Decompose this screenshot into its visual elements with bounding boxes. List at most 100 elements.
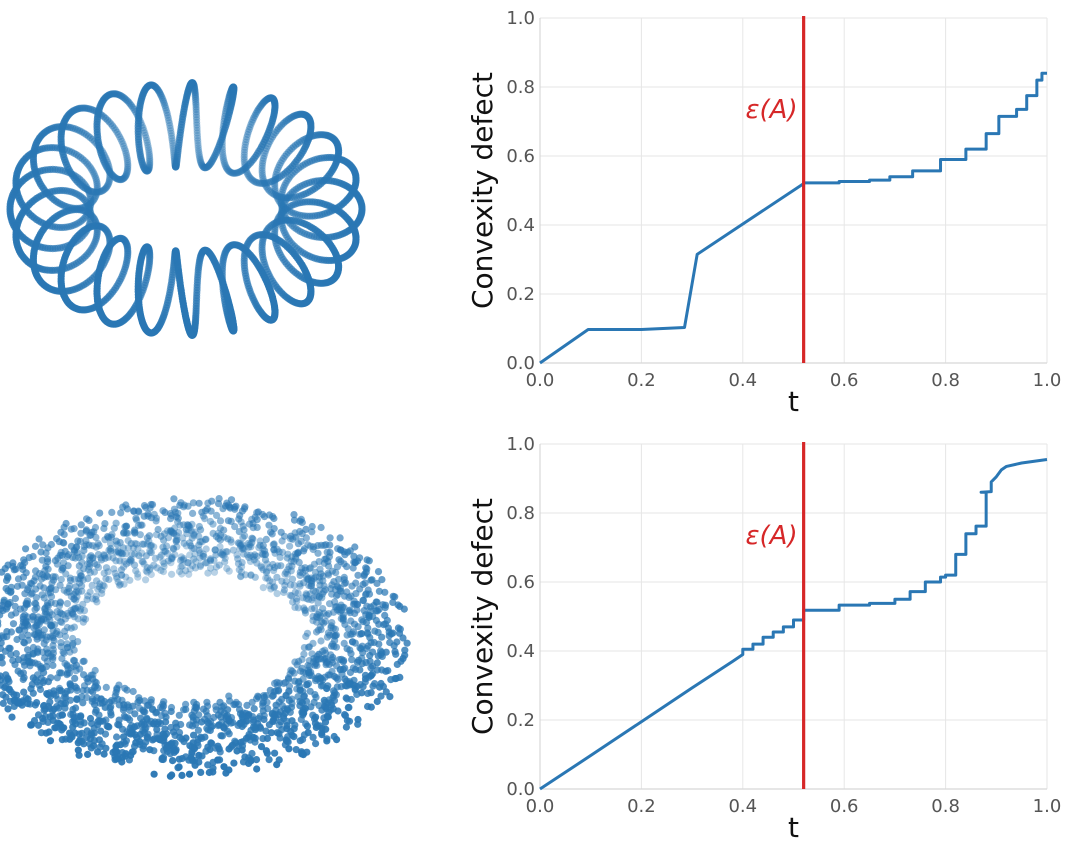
point-cloud-dot — [314, 542, 322, 550]
point-cloud-dot — [120, 529, 128, 537]
point-cloud-dot — [152, 708, 160, 716]
point-cloud-dot — [290, 510, 298, 519]
point-cloud-dot — [19, 562, 27, 570]
point-cloud-dot — [126, 556, 134, 564]
point-cloud-dot — [236, 511, 244, 520]
point-cloud-dot — [30, 577, 38, 585]
point-cloud-dot — [197, 158, 205, 166]
point-cloud-dot — [144, 141, 152, 149]
point-cloud-dot — [77, 713, 85, 721]
point-cloud-dot — [192, 101, 200, 109]
point-cloud-dot — [270, 110, 278, 119]
point-cloud-dot — [273, 166, 282, 174]
point-cloud-dot — [269, 717, 277, 726]
point-cloud-dot — [321, 617, 329, 625]
point-cloud-dot — [102, 183, 110, 192]
point-cloud-dot — [84, 575, 92, 583]
point-cloud-dot — [270, 514, 278, 523]
point-cloud-dot — [203, 712, 211, 720]
point-cloud-dot — [278, 695, 286, 703]
point-cloud-dot — [258, 164, 266, 172]
point-cloud-dot — [282, 736, 290, 744]
y-tick-label: 0.4 — [506, 215, 535, 236]
point-cloud-dot — [140, 502, 149, 510]
point-cloud-dot — [288, 667, 296, 675]
point-cloud-dot — [270, 299, 278, 308]
point-cloud-dot — [44, 678, 53, 686]
point-cloud-dot — [135, 552, 143, 560]
point-cloud-dot — [303, 722, 311, 730]
point-cloud-dot — [175, 755, 183, 763]
point-cloud-dot — [86, 714, 95, 723]
point-cloud-dot — [124, 162, 132, 170]
point-cloud-dot — [168, 137, 176, 145]
point-cloud-dot — [64, 562, 72, 570]
point-cloud-dot — [193, 116, 201, 124]
point-cloud-dot — [143, 564, 151, 572]
point-cloud-dot — [192, 108, 200, 116]
point-cloud-dot — [302, 525, 310, 534]
point-cloud-dot — [322, 725, 330, 733]
x-tick-label: 0.8 — [931, 370, 960, 391]
point-cloud-dot — [299, 711, 307, 719]
point-cloud-dot — [305, 643, 313, 651]
point-cloud-dot — [82, 527, 90, 535]
point-cloud-dot — [142, 134, 150, 142]
point-cloud-dot — [240, 155, 248, 164]
point-cloud-dot — [24, 658, 32, 666]
point-cloud-dot — [146, 746, 154, 754]
x-tick-label: 1.0 — [1033, 796, 1062, 817]
point-cloud-dot — [211, 546, 219, 554]
point-cloud-dot — [294, 549, 302, 557]
point-cloud-dot — [84, 592, 92, 600]
point-cloud-dot — [353, 682, 361, 691]
point-cloud-dot — [31, 567, 40, 575]
point-cloud-dot — [61, 627, 69, 635]
y-tick-label: 0.4 — [506, 641, 535, 662]
convexity-defect-chart-top: 0.0 0.2 0.4 0.6 0.8 1.00.00.20.40.60.81.0tCon… — [466, 8, 1061, 418]
point-cloud-dot — [328, 701, 336, 709]
point-cloud-dot — [281, 181, 289, 189]
point-cloud-dot — [333, 736, 341, 744]
x-tick-label: 0.4 — [728, 796, 757, 817]
y-tick-label: 1.0 — [506, 434, 535, 455]
point-cloud-dot — [240, 148, 248, 156]
point-cloud-dot — [280, 183, 288, 192]
point-cloud-dot — [302, 632, 310, 641]
point-cloud-dot — [136, 531, 144, 539]
point-cloud-dot — [226, 504, 234, 512]
point-cloud-dot — [354, 715, 362, 724]
point-cloud-dot — [249, 733, 257, 741]
y-tick-label: 0.2 — [506, 710, 535, 731]
point-cloud-dot — [24, 646, 32, 654]
point-cloud-dot — [314, 549, 322, 557]
point-cloud-dot — [192, 111, 200, 119]
point-cloud-dot — [79, 686, 87, 695]
point-cloud-dot — [40, 640, 48, 648]
point-cloud-dot — [116, 557, 124, 565]
point-cloud-dot — [258, 166, 266, 175]
point-cloud-dot — [366, 651, 374, 660]
point-cloud-dot — [294, 540, 302, 548]
point-cloud-dot — [168, 570, 176, 578]
y-tick-label: 0.8 — [506, 77, 535, 98]
point-cloud-dot — [196, 155, 204, 163]
point-cloud-dot — [246, 123, 254, 131]
point-cloud-dot — [15, 626, 23, 634]
point-cloud-dot — [120, 701, 128, 709]
point-cloud-dot — [250, 177, 258, 185]
point-cloud-dot — [246, 541, 254, 549]
point-cloud-dot — [143, 733, 151, 741]
point-cloud-dot — [258, 169, 266, 177]
point-cloud-dot — [170, 746, 178, 754]
point-cloud-dot — [317, 637, 325, 645]
point-cloud-dot — [300, 579, 308, 587]
point-cloud-dot — [105, 179, 113, 188]
point-cloud-dot — [101, 520, 109, 528]
point-cloud-dot — [391, 593, 399, 601]
point-cloud-dot — [166, 124, 174, 132]
point-cloud-dot — [101, 703, 109, 712]
point-cloud-dot — [326, 548, 334, 557]
point-cloud-dot — [238, 746, 246, 754]
